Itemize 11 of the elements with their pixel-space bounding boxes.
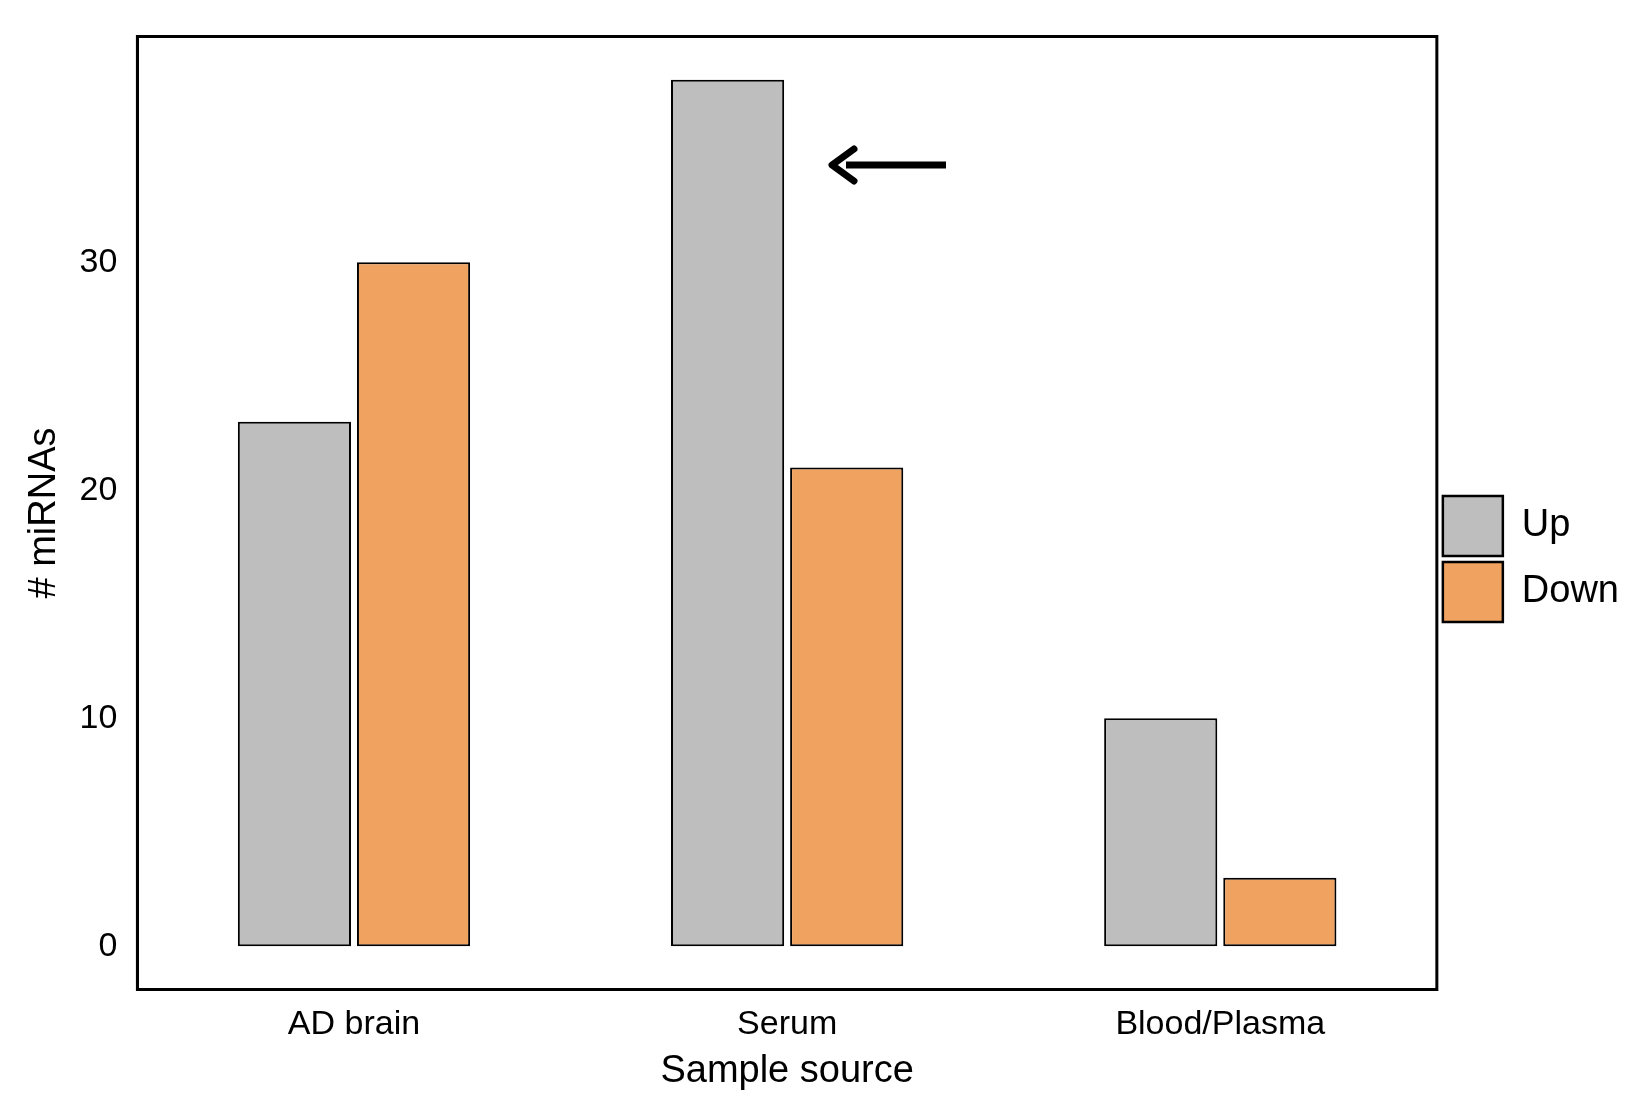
y-tick-label: 20 bbox=[79, 468, 118, 507]
y-axis-title: # miRNAs bbox=[21, 427, 64, 599]
x-tick-label: Serum bbox=[737, 1003, 838, 1042]
y-tick-label: 30 bbox=[79, 240, 118, 279]
legend-label: Up bbox=[1521, 502, 1571, 545]
x-axis-title: Sample source bbox=[660, 1047, 914, 1090]
x-tick-label: Blood/Plasma bbox=[1115, 1003, 1326, 1042]
y-tick-label: 0 bbox=[98, 924, 118, 963]
legend-label: Down bbox=[1521, 568, 1619, 611]
x-tick-label: AD brain bbox=[287, 1003, 421, 1042]
y-tick-label: 10 bbox=[79, 696, 118, 735]
